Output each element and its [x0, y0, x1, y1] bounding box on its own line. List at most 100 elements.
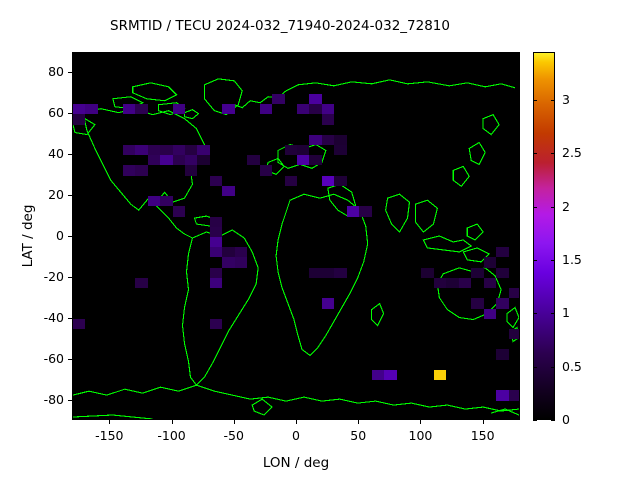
- colorbar-tick-label: 3: [562, 92, 570, 107]
- heatmap-cell: [309, 134, 322, 145]
- heatmap-cell: [209, 267, 223, 278]
- heatmap-cell: [197, 155, 210, 166]
- colorbar-tick: [551, 206, 555, 208]
- x-tick: [233, 420, 235, 424]
- heatmap-cell: [209, 216, 223, 227]
- heatmap-cell: [222, 257, 235, 268]
- x-tick: [109, 420, 111, 424]
- heatmap-cell: [135, 277, 148, 289]
- heatmap-cell: [359, 206, 372, 217]
- heatmap-cell: [496, 247, 509, 258]
- colorbar[interactable]: [533, 52, 555, 420]
- heatmap-cell: [433, 369, 447, 381]
- heatmap-cell: [371, 369, 385, 381]
- y-tick: [68, 72, 72, 74]
- x-tick: [420, 420, 422, 424]
- heatmap-cell: [122, 104, 136, 115]
- heatmap-cell: [496, 298, 509, 309]
- heatmap-cell: [284, 175, 297, 186]
- x-tick: [358, 420, 360, 424]
- y-tick: [68, 276, 72, 278]
- heatmap-cell: [433, 277, 447, 289]
- heatmap-cell: [259, 165, 273, 176]
- x-tick-label: -150: [95, 428, 124, 443]
- heatmap-cell: [309, 267, 322, 278]
- heatmap-cell: [185, 155, 198, 166]
- colorbar-tick-label: 0: [562, 412, 570, 427]
- heatmap-cell: [172, 104, 185, 115]
- heatmap-cell: [321, 175, 335, 186]
- heatmap-cell: [346, 206, 360, 217]
- heatmap-cell: [122, 165, 136, 176]
- heatmap-cell: [172, 206, 185, 217]
- colorbar-tick-label: 2: [562, 198, 570, 214]
- heatmap-cell: [160, 145, 173, 156]
- heatmap-cell: [73, 114, 86, 125]
- colorbar-tick: [533, 313, 537, 315]
- map-axes[interactable]: [72, 52, 520, 420]
- heatmap-cell: [321, 298, 335, 309]
- heatmap-cell: [209, 247, 223, 258]
- colorbar-tick: [533, 153, 537, 155]
- colorbar-tick: [551, 366, 555, 368]
- colorbar-tick-label: 0.5: [562, 358, 582, 374]
- y-tick-label: -40: [43, 309, 64, 325]
- x-tick-label: 0: [292, 428, 300, 443]
- heatmap-cell: [209, 277, 223, 289]
- heatmap-cell: [259, 104, 273, 115]
- colorbar-tick: [551, 313, 555, 315]
- heatmap-cell: [147, 145, 161, 156]
- y-tick: [68, 358, 72, 360]
- heatmap-cell: [209, 318, 223, 329]
- heatmap-cell: [284, 145, 297, 156]
- heatmap-cell: [297, 104, 310, 115]
- heatmap-cell: [508, 390, 519, 401]
- heatmap-cell: [334, 134, 347, 145]
- heatmap-cell: [496, 390, 509, 401]
- colorbar-tick: [533, 260, 537, 261]
- heatmap-cell: [496, 349, 509, 360]
- x-tick: [296, 420, 297, 424]
- heatmap-cell: [73, 318, 86, 329]
- y-tick: [68, 236, 72, 237]
- x-tick-label: 150: [470, 428, 495, 443]
- heatmap-cell: [135, 104, 148, 115]
- heatmap-cell: [135, 165, 148, 176]
- y-tick-label: -60: [43, 350, 64, 366]
- x-tick-label: 100: [408, 428, 433, 443]
- heatmap-cell: [160, 196, 173, 207]
- colorbar-tick: [533, 100, 537, 101]
- y-tick: [68, 195, 72, 197]
- y-tick-label: 60: [48, 105, 64, 121]
- heatmap-cell: [309, 93, 322, 105]
- heatmap-cell: [334, 145, 347, 156]
- colorbar-tick-label: 1: [562, 305, 570, 321]
- heatmap-cell: [483, 277, 497, 289]
- heatmap-cell: [209, 237, 223, 248]
- x-tick-label: -50: [223, 428, 244, 443]
- heatmap-cell: [185, 165, 198, 176]
- heatmap-cell: [297, 155, 310, 166]
- heatmap-cell: [334, 267, 347, 278]
- y-tick-label: 80: [48, 64, 64, 80]
- heatmap-cell: [234, 247, 248, 258]
- heatmap-cell: [272, 93, 285, 105]
- heatmap-cell: [172, 155, 185, 166]
- heatmap-cell: [471, 298, 484, 309]
- y-tick: [68, 113, 72, 115]
- heatmap-cell: [147, 196, 161, 207]
- heatmap-cell: [508, 288, 519, 299]
- colorbar-tick-label: 2.5: [562, 145, 582, 161]
- heatmap-cell: [197, 145, 210, 156]
- y-tick-label: 20: [48, 187, 64, 203]
- heatmap-cell: [321, 134, 335, 145]
- heatmap-cell: [222, 247, 235, 258]
- colorbar-tick: [533, 420, 537, 421]
- heatmap-cell: [209, 226, 223, 237]
- heatmap-cell: [172, 145, 185, 156]
- heatmap-cell: [234, 257, 248, 268]
- heatmap-cell: [483, 308, 497, 319]
- heatmap-cell: [222, 185, 235, 197]
- heatmap-cell: [471, 267, 484, 278]
